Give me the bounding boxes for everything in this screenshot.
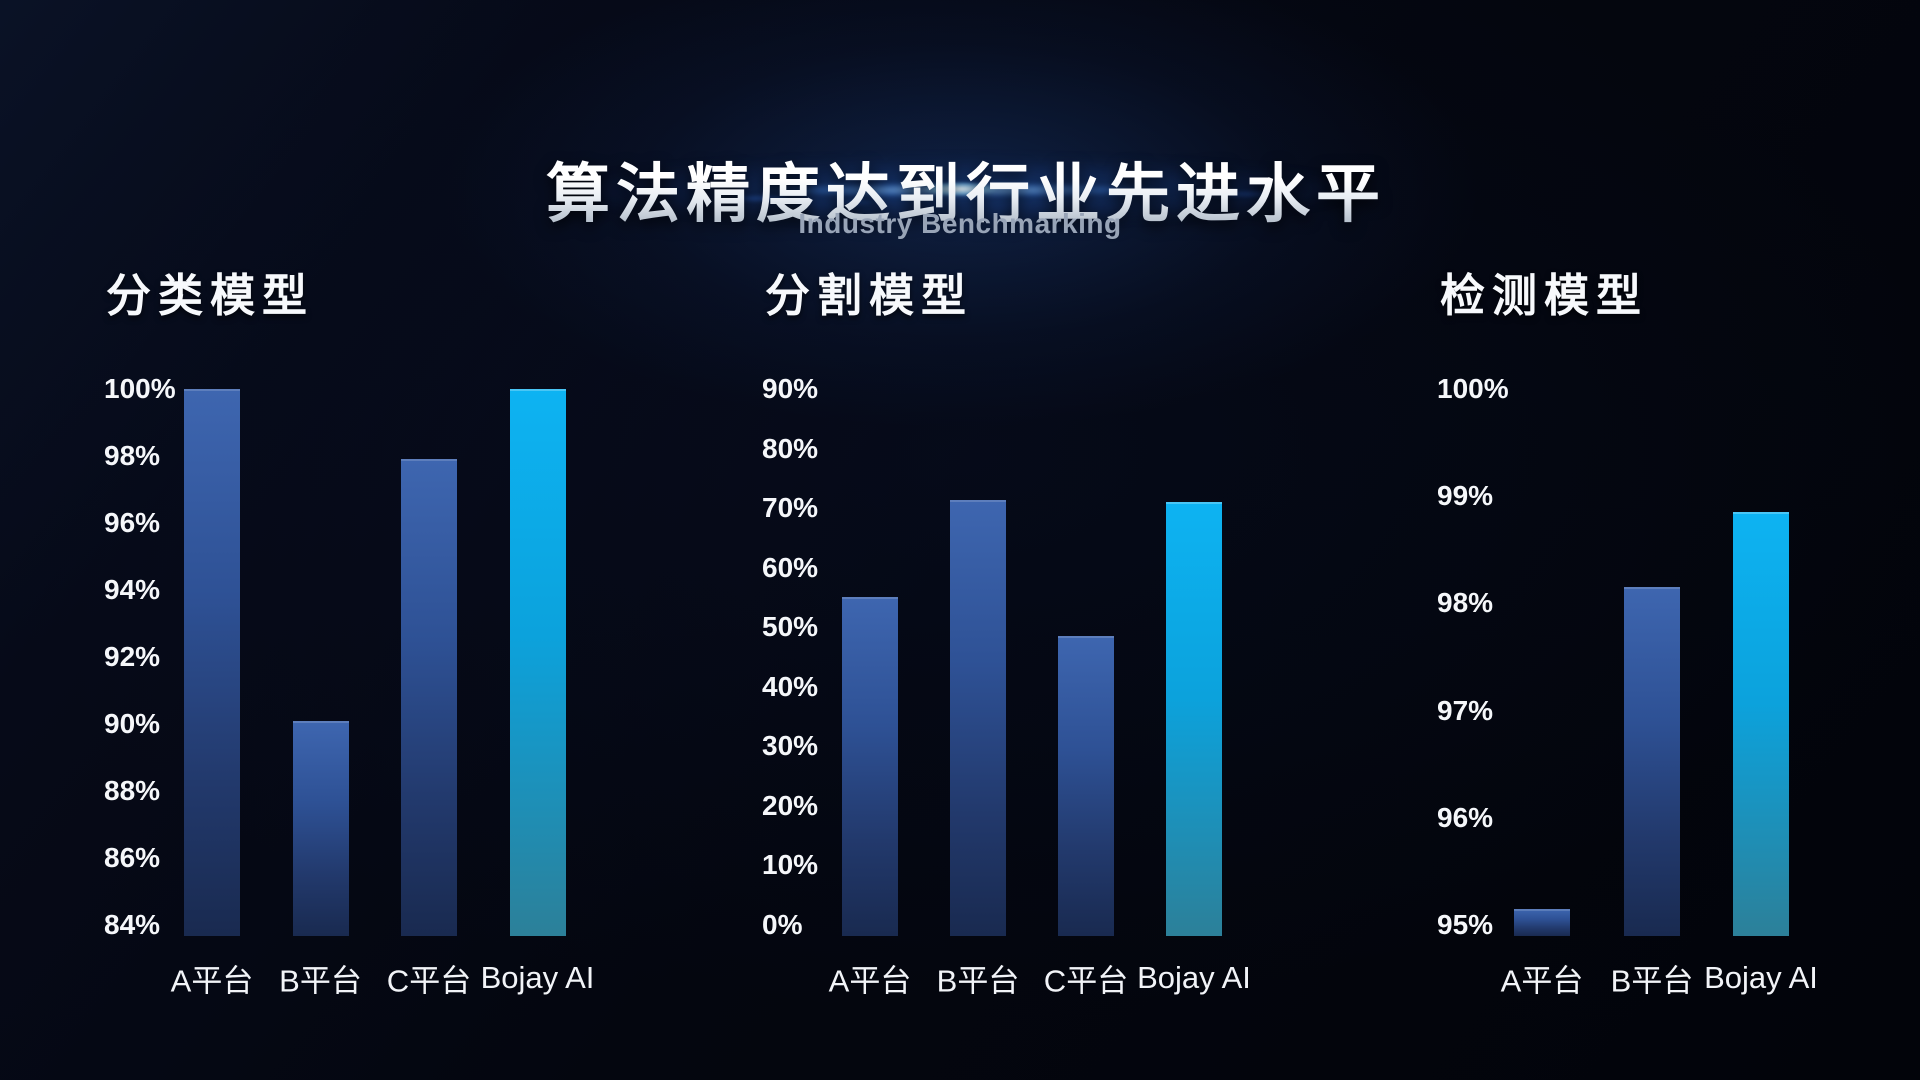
y-axis-tick-label: 10%	[762, 849, 819, 881]
bar-c-platform	[1058, 636, 1114, 936]
bar-bojay-ai	[1166, 502, 1222, 936]
bar-a-platform	[842, 597, 898, 936]
y-axis-tick-label: 96%	[104, 507, 161, 538]
y-axis-tick-label: 98%	[1437, 587, 1494, 619]
y-axis-tick-label: 90%	[104, 708, 161, 739]
x-axis-category-label: Bojay AI	[480, 960, 595, 995]
x-axis-category-label: B平台	[936, 963, 1020, 999]
page-subtitle: Industry Benchmarking	[798, 208, 1122, 239]
x-axis-category-label: B平台	[279, 963, 362, 999]
y-axis-tick-label: 80%	[762, 432, 819, 464]
y-axis-tick-label: 88%	[104, 775, 161, 806]
y-axis-tick-label: 100%	[104, 373, 176, 404]
x-axis-category-label: B平台	[1610, 963, 1694, 999]
chart-title: 分割模型	[765, 270, 974, 321]
y-axis-tick-label: 95%	[1437, 909, 1494, 940]
bar-bojay-ai	[1733, 512, 1789, 936]
x-axis-category-label: A平台	[1500, 963, 1584, 999]
bar-a-platform	[184, 389, 240, 936]
page-title: 算法精度达到行业先进水平	[0, 159, 1920, 229]
y-axis-tick-label: 60%	[762, 551, 819, 583]
y-axis-tick-label: 94%	[104, 574, 161, 605]
x-axis-category-label: C平台	[386, 963, 472, 999]
x-axis-category-label: Bojay AI	[1704, 960, 1818, 995]
bar-b-platform	[1624, 587, 1680, 936]
x-axis-category-label: A平台	[828, 963, 912, 999]
y-axis-tick-label: 84%	[104, 909, 161, 940]
y-axis-tick-label: 90%	[762, 373, 819, 404]
bar-b-platform	[950, 500, 1006, 936]
y-axis-tick-label: 98%	[104, 440, 161, 471]
y-axis-tick-label: 30%	[762, 730, 819, 762]
y-axis-tick-label: 97%	[1437, 694, 1494, 726]
y-axis-tick-label: 50%	[762, 611, 819, 643]
chart-title: 检测模型	[1440, 270, 1649, 321]
chart-title: 分类模型	[106, 270, 315, 321]
title-glow	[260, 0, 1660, 510]
y-axis-tick-label: 100%	[1437, 373, 1509, 404]
x-axis-category-label: C平台	[1043, 963, 1129, 999]
y-axis-tick-label: 20%	[762, 789, 819, 821]
x-axis-category-label: A平台	[170, 963, 254, 999]
bar-a-platform	[1514, 908, 1570, 936]
bar-c-platform	[401, 459, 457, 936]
bar-bojay-ai	[509, 389, 566, 936]
y-axis-tick-label: 70%	[762, 492, 819, 524]
y-axis-tick-label: 99%	[1437, 480, 1494, 512]
y-axis-tick-label: 92%	[104, 641, 161, 672]
bar-b-platform	[292, 720, 349, 936]
y-axis-tick-label: 0%	[762, 909, 803, 940]
y-axis-tick-label: 96%	[1437, 801, 1494, 833]
y-axis-tick-label: 86%	[104, 842, 161, 873]
x-axis-category-label: Bojay AI	[1137, 960, 1251, 995]
y-axis-tick-label: 40%	[762, 670, 819, 702]
